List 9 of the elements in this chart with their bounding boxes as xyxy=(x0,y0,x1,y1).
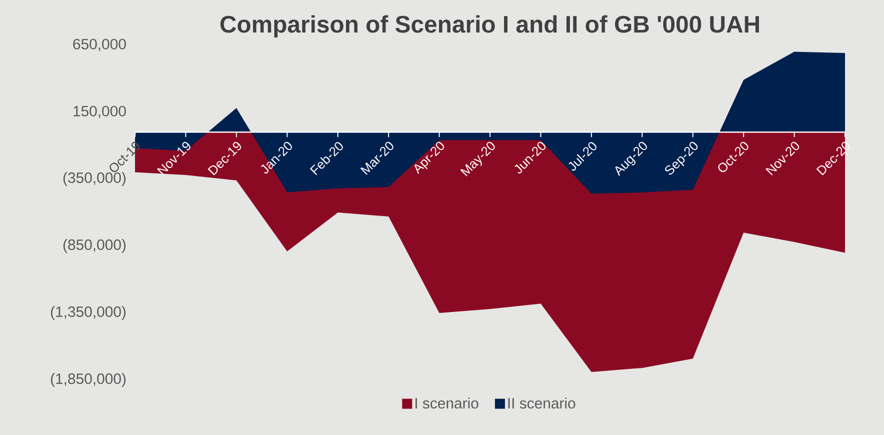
legend-label: II scenario xyxy=(508,398,576,409)
y-tick-label: 650,000 xyxy=(73,38,126,52)
y-tick-label: 150,000 xyxy=(74,106,126,118)
y-tick-label: (350,000) xyxy=(63,172,126,186)
y-tick-label: (1,850,000) xyxy=(50,373,126,387)
y-tick-label: (1,350,000) xyxy=(50,306,126,320)
y-tick-label: (850,000) xyxy=(63,239,126,253)
chart-title: Comparison of Scenario I and II of GB '000 UAH xyxy=(220,15,759,38)
legend-label: I scenario xyxy=(416,398,478,409)
